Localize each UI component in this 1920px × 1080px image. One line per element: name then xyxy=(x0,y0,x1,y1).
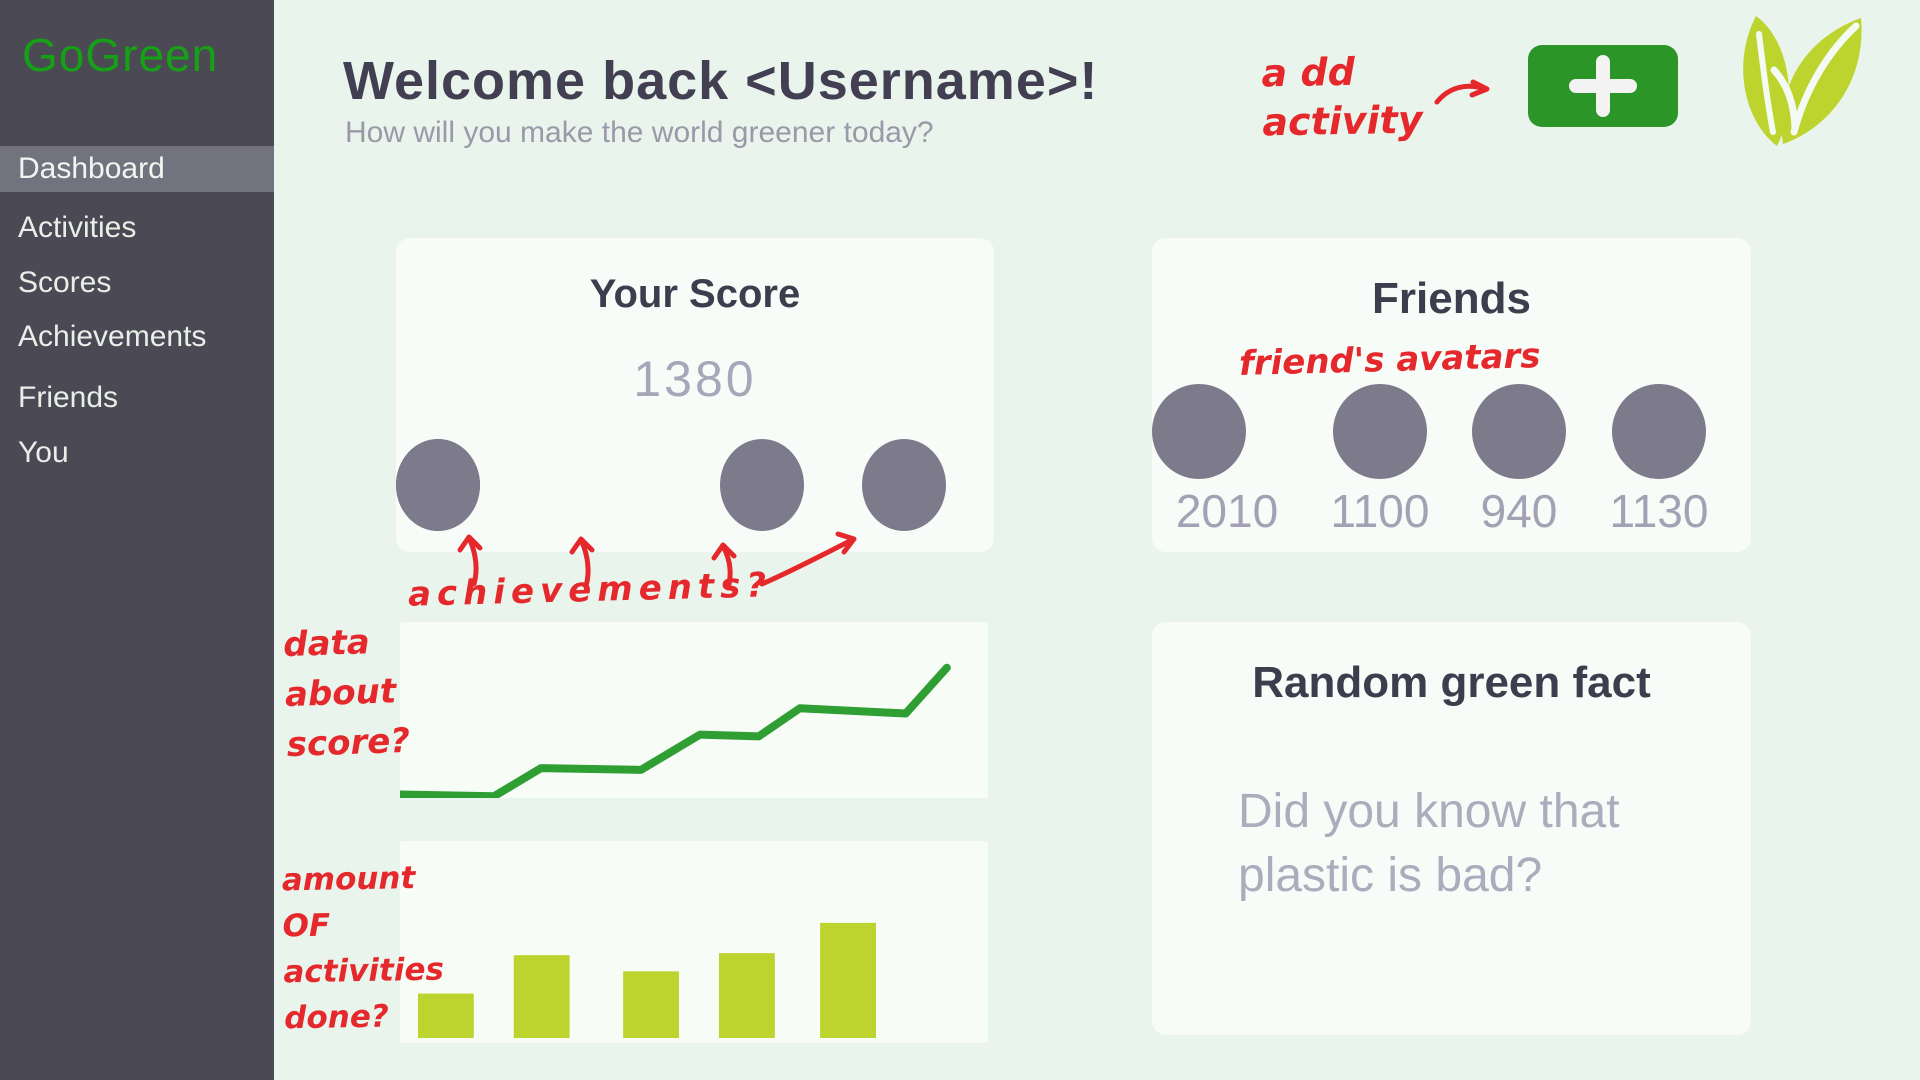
your-score-card: Your Score 1380 xyxy=(396,238,994,552)
achievement-badge-placeholder xyxy=(720,439,804,531)
page-title: Welcome back <Username>! xyxy=(343,51,1099,111)
friend-score: 2010 xyxy=(1175,485,1279,537)
friend-avatar[interactable] xyxy=(1152,384,1246,479)
page-subtitle: How will you make the world greener toda… xyxy=(345,116,934,149)
friends-card-title: Friends xyxy=(1372,274,1531,323)
sidebar-item-dashboard[interactable]: Dashboard xyxy=(0,146,274,192)
annotation-add-activity: a dd activity xyxy=(1261,49,1423,145)
annotation-friends-avatars: friend's avatars xyxy=(1238,336,1542,384)
sidebar-nav: Dashboard Activities Scores Achievements… xyxy=(0,146,274,476)
sidebar-item-scores[interactable]: Scores xyxy=(18,266,112,299)
achievement-badge-placeholder xyxy=(862,439,946,531)
annotation-arrow-to-add-button xyxy=(1434,79,1490,105)
sidebar: GoGreen Dashboard Activities Scores Achi… xyxy=(0,0,274,1080)
friend-avatar[interactable] xyxy=(1472,384,1566,479)
sidebar-item-activities[interactable]: Activities xyxy=(18,211,137,244)
activities-bar-chart xyxy=(400,841,988,1043)
add-activity-button[interactable] xyxy=(1528,45,1678,127)
plus-icon xyxy=(1569,55,1637,117)
achievement-badge-placeholder xyxy=(396,439,480,531)
leaf-logo xyxy=(1743,16,1862,146)
random-fact-card: Random green fact Did you know that plas… xyxy=(1152,622,1751,1035)
friend-avatar[interactable] xyxy=(1612,384,1706,479)
friend-score: 940 xyxy=(1480,485,1558,537)
friend-avatar[interactable] xyxy=(1333,384,1427,479)
annotation-arrows-achievements xyxy=(457,531,857,591)
annotation-activities-amount: amount OF activities done? xyxy=(281,860,445,1037)
annotation-score-data: data about score? xyxy=(282,622,411,766)
score-line-chart xyxy=(400,622,988,798)
fact-card-title: Random green fact xyxy=(1252,658,1651,707)
sidebar-item-you[interactable]: You xyxy=(18,436,69,469)
sidebar-item-friends[interactable]: Friends xyxy=(18,381,119,414)
friend-score: 1130 xyxy=(1609,485,1709,537)
app-logo: GoGreen xyxy=(22,29,219,81)
annotation-achievements: achievements? xyxy=(407,565,773,615)
friend-score: 1100 xyxy=(1330,485,1430,537)
friends-card: Friends 1100 940 1130 2010 xyxy=(1152,238,1751,552)
score-card-title: Your Score xyxy=(589,272,801,316)
fact-text: Did you know that plastic is bad? xyxy=(1238,785,1620,902)
score-value: 1380 xyxy=(633,351,757,407)
sidebar-item-achievements[interactable]: Achievements xyxy=(18,320,207,353)
